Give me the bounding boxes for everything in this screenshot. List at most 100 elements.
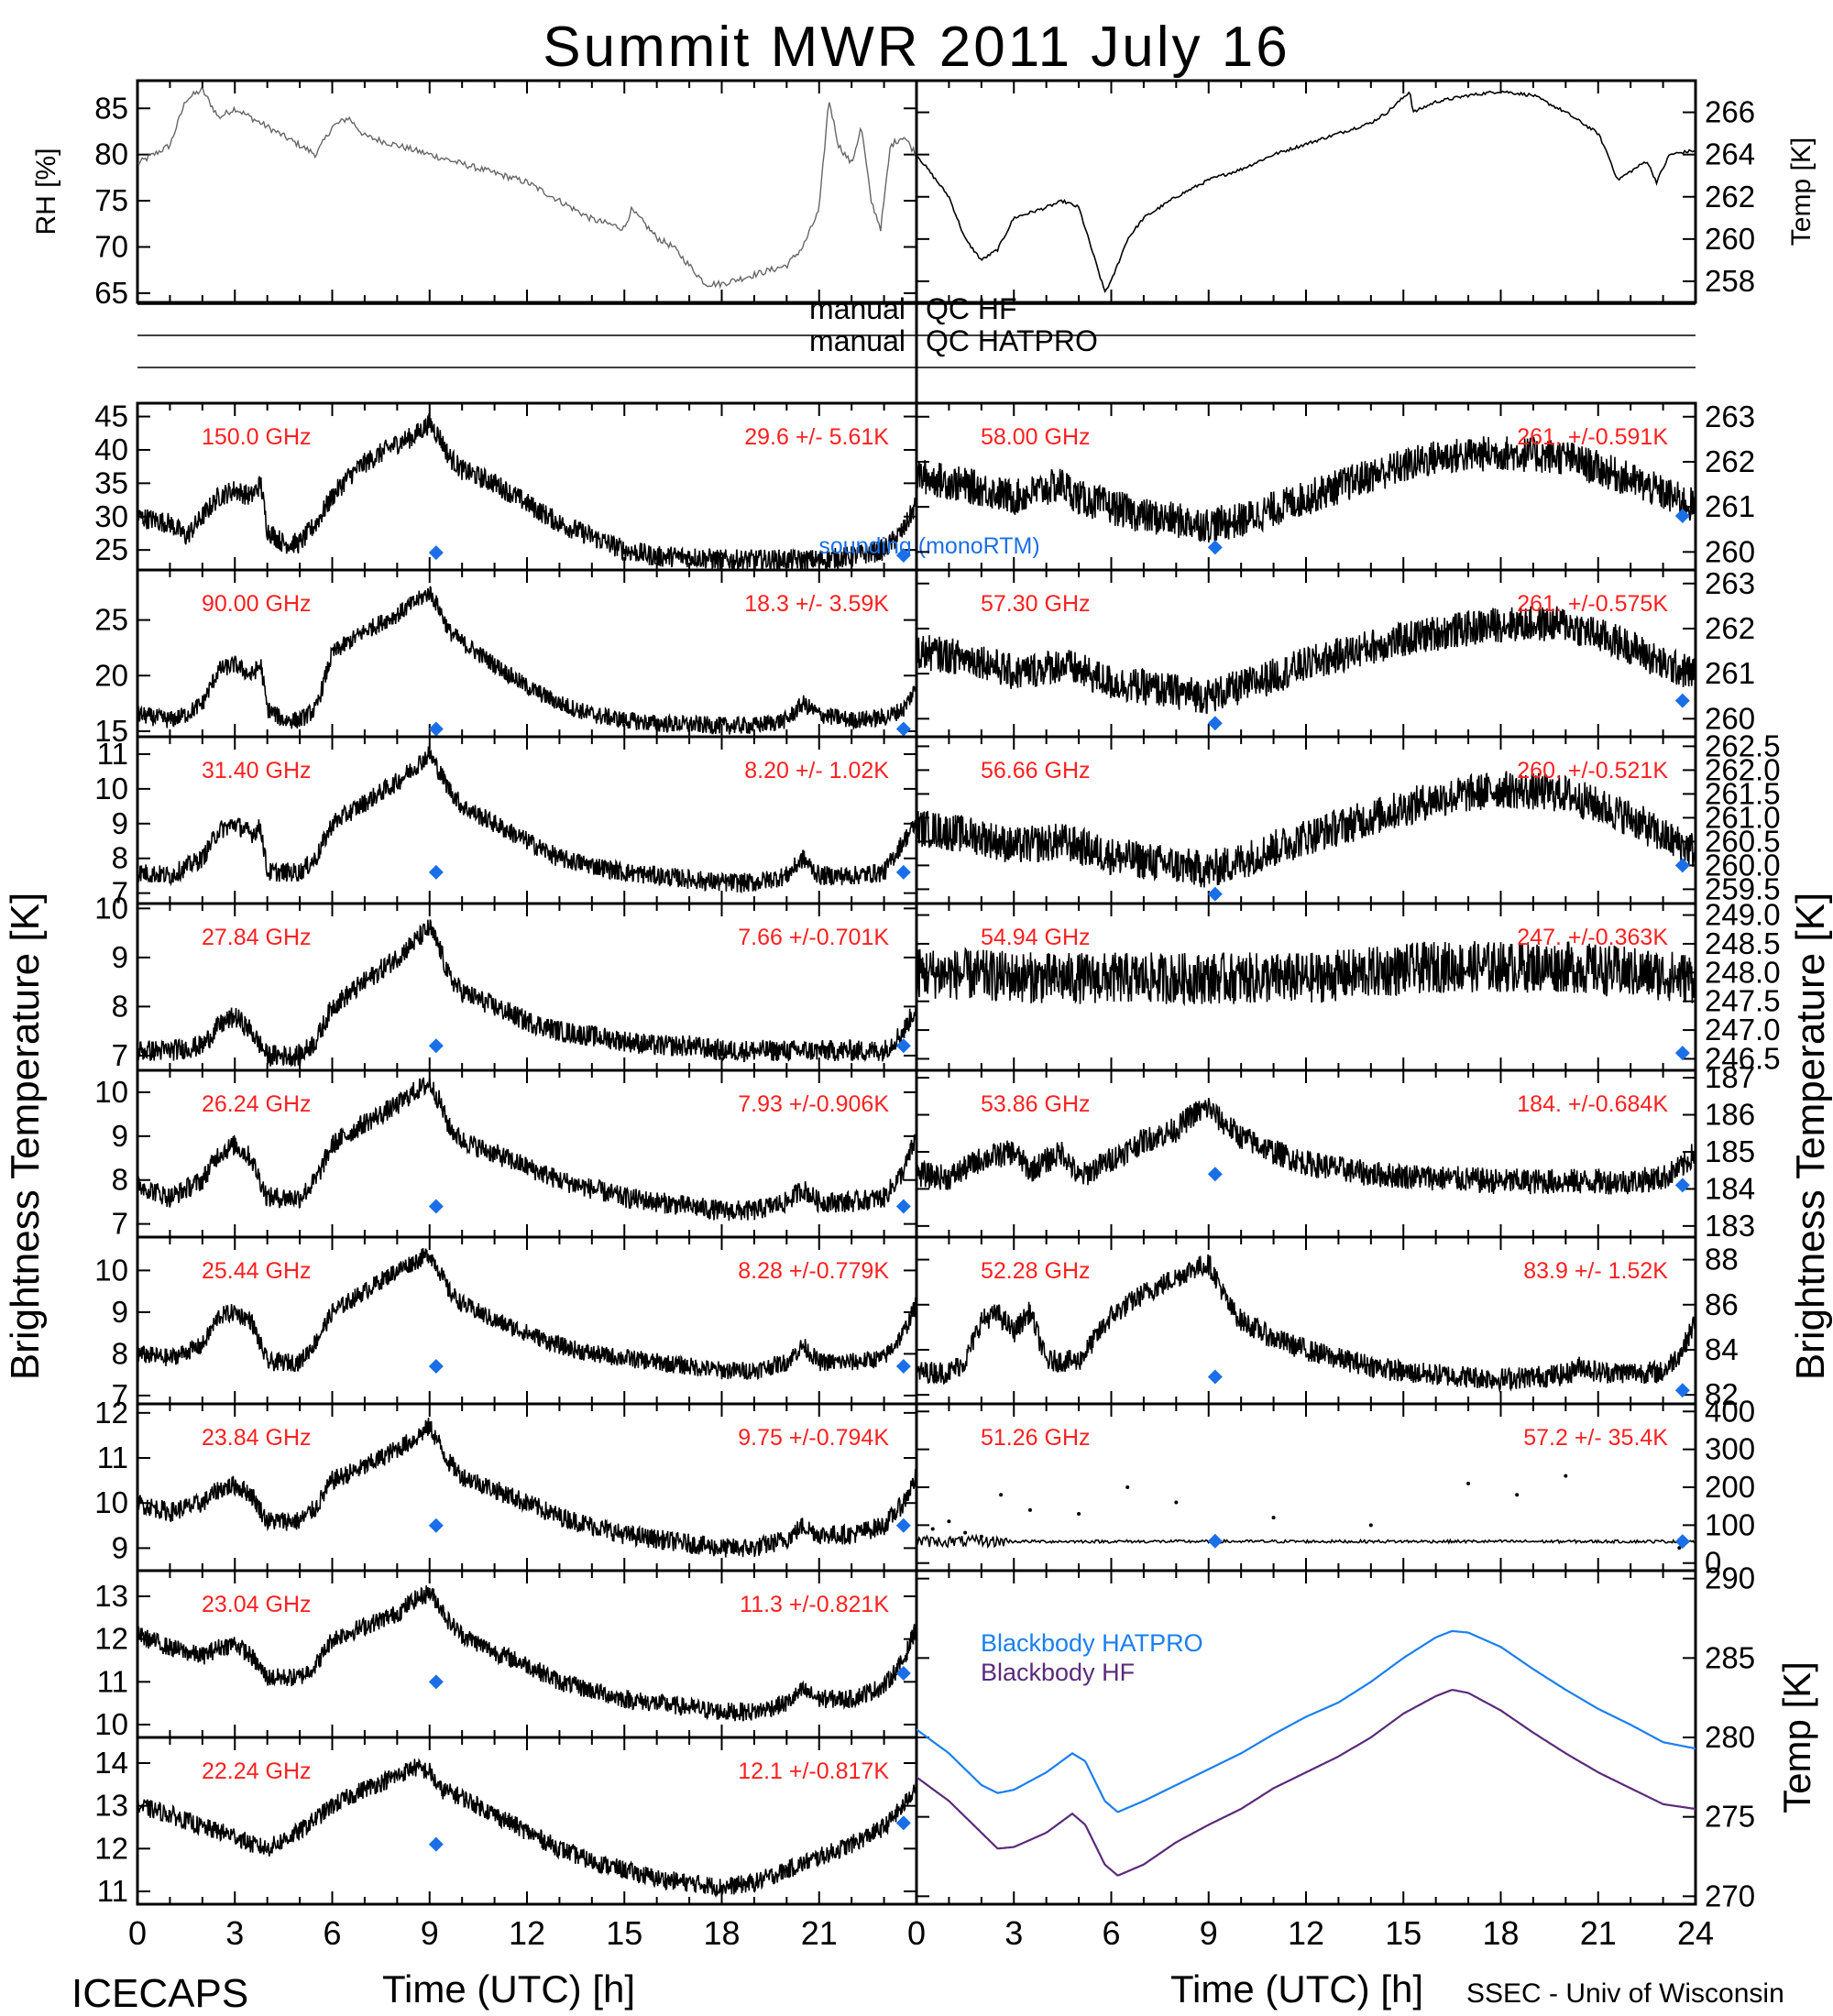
frequency-label: 58.00 GHz (981, 424, 1091, 450)
panel-frame (915, 79, 1697, 304)
y-tick-label: 9 (112, 1530, 128, 1564)
y-tick-label: 15 (94, 714, 128, 748)
sounding-point (1207, 716, 1223, 731)
series-line (137, 586, 916, 735)
sounding-point (1674, 1178, 1690, 1193)
y-tick-label: 185 (1705, 1134, 1755, 1168)
temp-axis-label: Temp [K] (1786, 137, 1817, 246)
y-tick-label: 8 (112, 1336, 128, 1370)
panel-blackbody: 270 275 280 285 290 (915, 1561, 1755, 1912)
x-tick-label-right: 15 (1385, 1914, 1421, 1952)
panel-ch_58_00: 260 261 262 263 58.00 GHz 261. +/-0.591K (915, 400, 1755, 572)
y-tick-label: 262 (1705, 444, 1755, 478)
y-tick-label: 7 (112, 1207, 128, 1241)
y-tick-label: 248.0 (1705, 955, 1781, 989)
sounding-point (895, 1038, 911, 1054)
data-layer (916, 436, 1696, 543)
series-line (916, 941, 1696, 1007)
y-tick-label: 248.5 (1705, 926, 1781, 960)
y-tick-label: 75 (94, 183, 128, 217)
x-tick-label-left: 6 (323, 1914, 341, 1952)
y-tick-label: 85 (94, 91, 128, 125)
outlier-point (999, 1493, 1004, 1497)
y-tick-label: 8 (112, 841, 128, 875)
sounding-point (428, 1674, 444, 1690)
sounding-point (1674, 1046, 1690, 1061)
sounding-point (428, 1836, 444, 1852)
frequency-label: 51.26 GHz (981, 1425, 1091, 1451)
data-layer (916, 941, 1696, 1007)
ssec-label: SSEC - Univ of Wisconsin (1466, 1978, 1784, 2009)
y-tick-label: 65 (94, 276, 128, 310)
stat-label: 9.75 +/-0.794K (738, 1425, 889, 1451)
sounding-point (895, 864, 911, 880)
y-tick-label: 35 (94, 466, 128, 499)
y-tick-label: 11 (97, 1664, 128, 1698)
frequency-label: 54.94 GHz (981, 925, 1091, 950)
y-tick-label: 264 (1705, 137, 1755, 171)
chart-title: Summit MWR 2011 July 16 (543, 16, 1290, 79)
series-line (137, 1758, 916, 1899)
qc-label-left: manual (809, 324, 906, 357)
y-tick-label: 200 (1705, 1470, 1755, 1504)
stat-label: 184. +/-0.684K (1517, 1091, 1668, 1117)
y-tick-label: 86 (1705, 1287, 1739, 1321)
sounding-point (1207, 540, 1223, 555)
y-tick-label: 82 (1705, 1377, 1739, 1411)
sounding-point (895, 547, 911, 563)
outlier-point (963, 1530, 968, 1535)
stat-label: 7.93 +/-0.906K (738, 1091, 889, 1117)
sounding-point (895, 721, 911, 737)
sounding-point (428, 864, 444, 880)
panel-rh: 65 70 75 80 85 (94, 79, 918, 310)
panel-ch_52_28: 82 84 86 88 52.28 GHz 83.9 +/- 1.52K (915, 1235, 1739, 1411)
qc-label-right: QC HATPRO (926, 324, 1098, 357)
data-layer (137, 412, 916, 570)
y-tick-label: 290 (1705, 1561, 1755, 1595)
outlier-point (1271, 1516, 1276, 1520)
y-tick-label: 40 (94, 433, 128, 466)
data-layer (137, 586, 916, 735)
stat-label: 57.2 +/- 35.4K (1523, 1425, 1668, 1451)
y-tick-label: 9 (112, 806, 128, 840)
y-tick-label: 260 (1705, 534, 1755, 568)
frequency-label: 52.28 GHz (981, 1258, 1091, 1284)
series-line (137, 746, 916, 894)
y-tick-label: 263 (1705, 400, 1755, 433)
panel-temp: 258 260 262 264 266 (915, 79, 1755, 304)
blackbody-axis-label: Temp [K] (1775, 1661, 1818, 1813)
stat-label: 260. +/-0.521K (1517, 758, 1668, 783)
sounding-point (1674, 858, 1690, 873)
data-layer (916, 1098, 1696, 1195)
y-tick-label: 12 (94, 1396, 128, 1430)
y-tick-label: 70 (94, 230, 128, 264)
y-tick-label: 10 (94, 1075, 128, 1109)
data-layer (916, 1629, 1696, 1877)
y-tick-label: 12 (94, 1831, 128, 1865)
series-line (137, 1248, 916, 1381)
series-line (916, 90, 1696, 293)
sounding-point (895, 1359, 911, 1375)
x-tick-label-right: 0 (907, 1914, 926, 1952)
sounding-point (428, 1359, 444, 1375)
series-line (916, 1254, 1696, 1393)
icecaps-label: ICECAPS (71, 1971, 248, 2016)
x-axis-label-right: Time (UTC) [h] (1170, 1967, 1423, 2011)
stat-label: 247. +/-0.363K (1517, 925, 1668, 950)
x-tick-label-right: 18 (1482, 1914, 1519, 1952)
x-tick-label-left: 9 (421, 1914, 439, 1952)
panel-ch_27_84: 7 8 9 10 27.84 GHz 7.66 +/-0.701K (94, 891, 918, 1072)
sounding-point (1674, 693, 1690, 708)
y-tick-label: 261.5 (1705, 776, 1781, 810)
outlier-point (1368, 1523, 1373, 1528)
stat-label: 7.66 +/-0.701K (738, 925, 889, 950)
sounding-annotation: sounding (monoRTM) (818, 533, 1039, 559)
data-layer (137, 87, 916, 290)
data-layer (137, 1585, 916, 1722)
stat-label: 8.28 +/-0.779K (738, 1258, 889, 1284)
right-axis-label: Brightness Temperature [K] (1788, 893, 1833, 1380)
stat-label: 8.20 +/- 1.02K (744, 758, 889, 783)
y-tick-label: 260 (1705, 701, 1755, 735)
